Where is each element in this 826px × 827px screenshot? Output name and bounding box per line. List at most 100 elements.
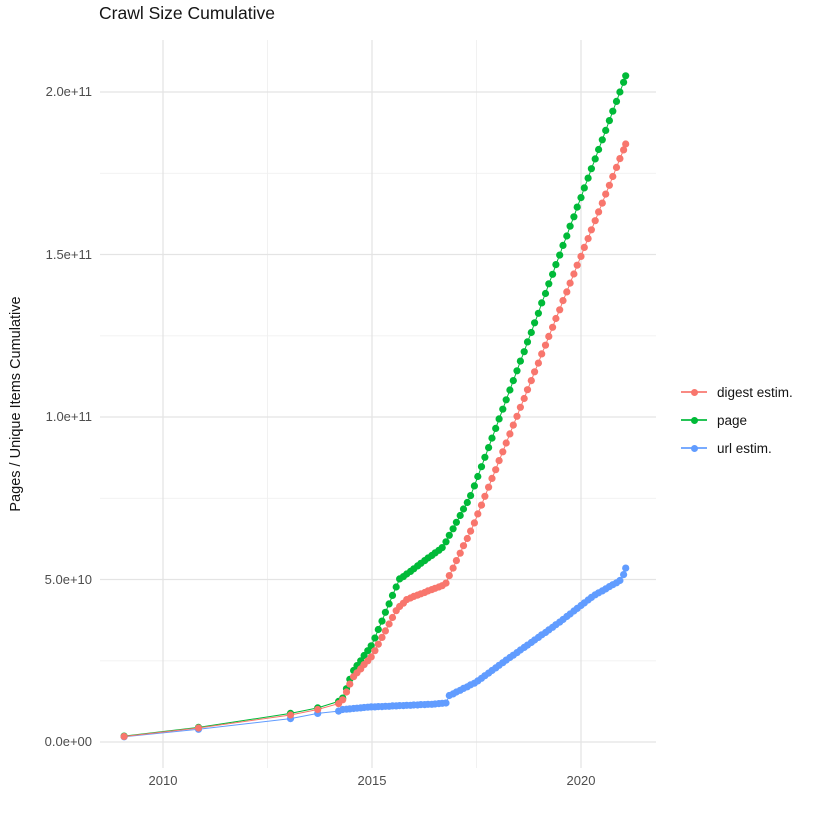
y-tick-label: 1.0e+11 xyxy=(45,409,92,424)
data-point-digest-estim- xyxy=(495,457,503,465)
data-point-digest-estim- xyxy=(385,620,393,628)
data-point-digest-estim- xyxy=(388,613,397,622)
data-point-page xyxy=(378,617,386,625)
data-point-page xyxy=(609,107,617,115)
data-point-digest-estim- xyxy=(559,297,567,305)
data-point-digest-estim- xyxy=(509,421,517,429)
data-point-page xyxy=(541,289,550,298)
data-point-page xyxy=(622,72,630,80)
data-point-digest-estim- xyxy=(477,501,486,509)
data-point-digest-estim- xyxy=(520,394,528,403)
data-point-page xyxy=(552,261,560,269)
data-point-page xyxy=(388,591,397,600)
legend-label: digest estim. xyxy=(717,384,793,400)
data-point-page xyxy=(534,309,542,317)
data-point-digest-estim- xyxy=(314,705,322,714)
data-point-page xyxy=(367,642,375,650)
data-point-digest-estim- xyxy=(459,542,468,550)
data-point-page xyxy=(584,174,592,182)
data-point-digest-estim- xyxy=(485,483,493,491)
data-point-digest-estim- xyxy=(584,235,592,243)
chart-title: Crawl Size Cumulative xyxy=(99,3,276,23)
data-point-page xyxy=(573,203,581,211)
data-point-digest-estim- xyxy=(120,732,128,741)
data-point-digest-estim- xyxy=(534,359,542,367)
data-point-digest-estim- xyxy=(456,549,464,557)
data-point-page xyxy=(595,145,603,154)
data-point-page xyxy=(566,222,574,230)
data-point-digest-estim- xyxy=(463,534,471,543)
legend-point-icon xyxy=(690,416,698,424)
data-point-digest-estim- xyxy=(499,448,507,456)
data-point-page xyxy=(520,348,528,356)
data-point-digest-estim- xyxy=(602,190,610,198)
data-point-digest-estim- xyxy=(346,680,354,688)
legend-label: url estim. xyxy=(717,440,772,456)
data-point-digest-estim- xyxy=(573,261,581,269)
data-point-page xyxy=(577,194,585,202)
legend-key-url-estim xyxy=(681,441,707,455)
data-point-page xyxy=(374,625,382,634)
data-point-page xyxy=(492,424,500,432)
data-point-digest-estim- xyxy=(474,510,482,518)
data-point-digest-estim- xyxy=(595,208,603,216)
data-point-digest-estim- xyxy=(445,572,453,580)
data-point-digest-estim- xyxy=(570,270,578,278)
legend-key-digest-estim xyxy=(681,385,707,399)
data-point-digest-estim- xyxy=(622,140,630,148)
legend: digest estim. page url estim. xyxy=(681,378,793,462)
data-point-page xyxy=(477,463,486,471)
data-point-digest-estim- xyxy=(577,252,585,260)
data-point-page xyxy=(474,472,482,481)
data-point-digest-estim- xyxy=(194,724,203,732)
data-point-digest-estim- xyxy=(452,557,460,565)
data-point-digest-estim- xyxy=(612,163,621,171)
data-point-url-estim- xyxy=(622,564,630,572)
data-point-digest-estim- xyxy=(506,430,514,438)
data-point-digest-estim- xyxy=(598,199,606,207)
data-point-digest-estim- xyxy=(545,332,553,340)
data-point-page xyxy=(467,492,475,500)
data-point-digest-estim- xyxy=(378,633,386,642)
y-axis-title: Pages / Unique Items Cumulative xyxy=(8,296,24,512)
data-point-digest-estim- xyxy=(371,647,379,655)
data-point-page xyxy=(385,600,393,608)
data-point-digest-estim- xyxy=(587,226,595,234)
data-point-page xyxy=(371,634,379,642)
data-point-page xyxy=(499,405,507,413)
data-point-digest-estim- xyxy=(342,688,351,696)
legend-item-digest-estim: digest estim. xyxy=(681,378,793,406)
data-point-page xyxy=(452,518,460,526)
data-point-digest-estim- xyxy=(549,323,557,331)
data-point-page xyxy=(506,386,514,394)
data-point-digest-estim- xyxy=(531,368,539,376)
data-point-page xyxy=(612,97,621,105)
data-point-page xyxy=(620,78,628,86)
data-point-digest-estim- xyxy=(538,350,546,358)
x-tick-label: 2010 xyxy=(148,773,178,788)
data-point-page xyxy=(616,88,624,96)
data-point-url-estim- xyxy=(620,571,628,579)
data-point-digest-estim- xyxy=(374,640,382,648)
data-point-page xyxy=(470,482,478,490)
y-tick-label: 5.0e+10 xyxy=(44,571,92,587)
plot-panel xyxy=(100,40,656,768)
legend-item-page: page xyxy=(681,406,793,434)
data-point-digest-estim- xyxy=(502,439,510,447)
data-point-page xyxy=(591,155,599,163)
y-tick-label: 0.0e+00 xyxy=(44,734,92,749)
data-point-digest-estim- xyxy=(541,341,550,349)
data-point-page xyxy=(449,525,457,533)
data-point-page xyxy=(531,319,539,327)
legend-point-icon xyxy=(690,444,698,452)
data-point-digest-estim- xyxy=(591,217,599,225)
data-point-page xyxy=(456,511,464,520)
data-point-page xyxy=(381,608,389,616)
data-point-page xyxy=(570,213,578,221)
data-point-page xyxy=(502,396,510,404)
data-point-digest-estim- xyxy=(616,155,624,163)
data-point-page xyxy=(549,270,557,278)
data-point-digest-estim- xyxy=(381,627,389,635)
data-point-digest-estim- xyxy=(367,653,375,661)
